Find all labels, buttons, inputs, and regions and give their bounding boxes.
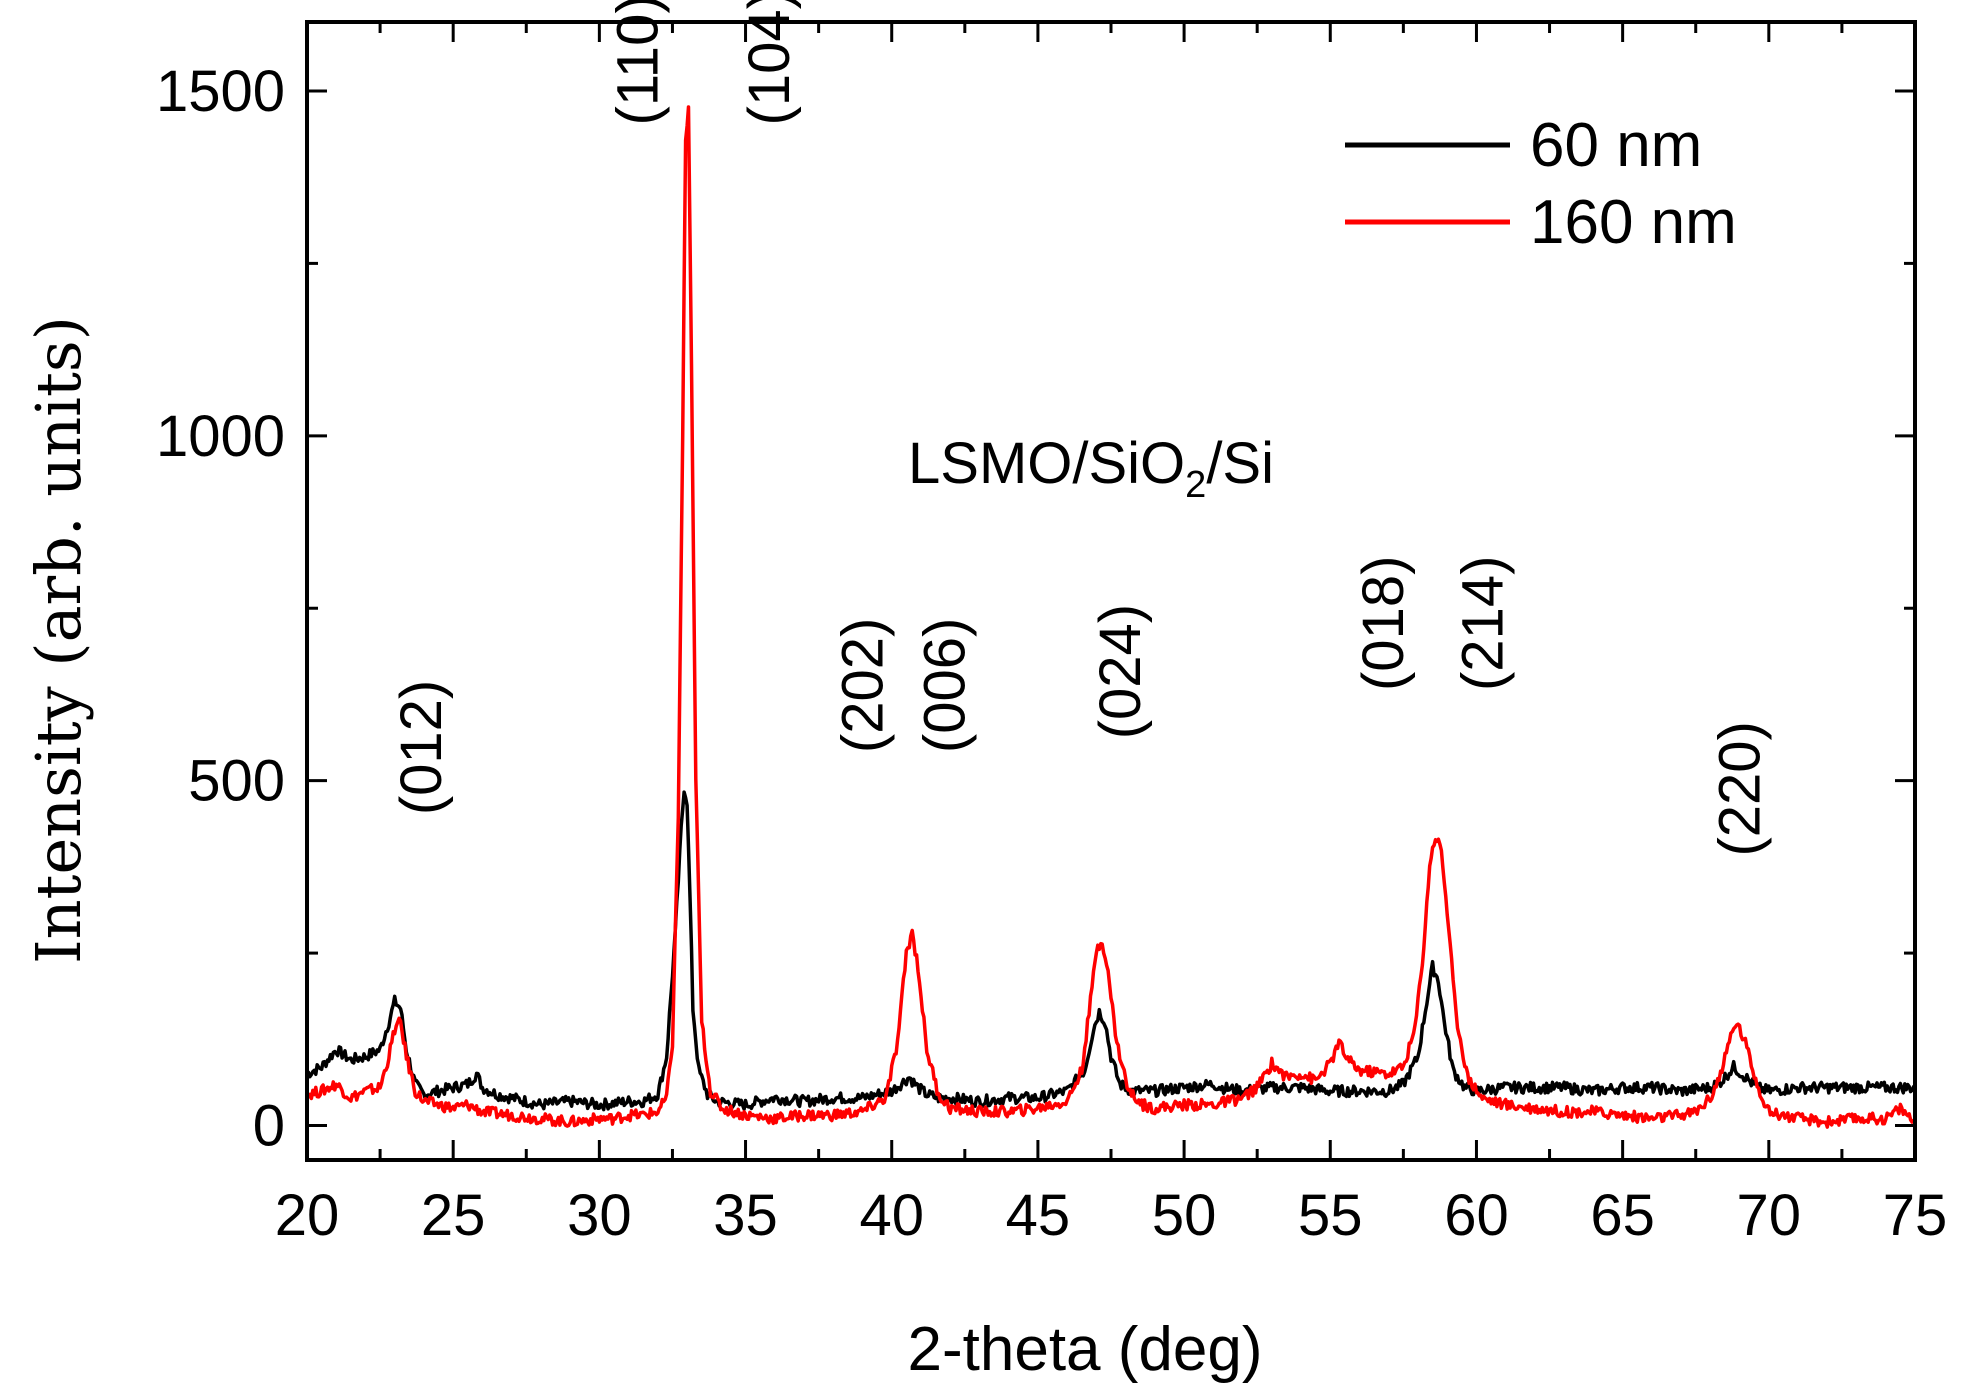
y-tick-label: 0 (253, 1094, 285, 1159)
annotation-subscript: 2 (1185, 464, 1206, 506)
y-tick-label: 1000 (156, 404, 285, 469)
ticks-layer: 20 25 30 35 40 45 50 55 60 65 70 75 0 500 1000 1500 (156, 22, 1947, 1248)
peak-label: (012) (389, 680, 454, 815)
series-layer (305, 105, 1917, 1129)
x-axis-title: 2-theta (deg) (908, 1315, 1263, 1384)
y-axis-title: Intensity (arb. units) (22, 316, 95, 964)
x-tick-label: 45 (1006, 1183, 1071, 1248)
peak-label: (202) (830, 618, 895, 753)
y-tick-label: 500 (188, 749, 285, 814)
peak-label: (006) (912, 618, 977, 753)
peak-label: (018) (1351, 556, 1416, 691)
x-tick-label: 20 (275, 1183, 340, 1248)
peak-label: (214) (1450, 556, 1515, 691)
y-tick-label: 1500 (156, 59, 285, 124)
x-tick-label: 30 (567, 1183, 632, 1248)
x-tick-label: 40 (859, 1183, 924, 1248)
legend: 60 nm 160 nm (1345, 111, 1737, 257)
x-tick-label: 65 (1590, 1183, 1655, 1248)
peak-label: (104) (737, 0, 802, 125)
x-tick-label: 50 (1152, 1183, 1217, 1248)
x-tick-label: 55 (1298, 1183, 1363, 1248)
x-tick-label: 25 (421, 1183, 486, 1248)
x-tick-label: 60 (1444, 1183, 1509, 1248)
annotation-suffix: /Si (1206, 431, 1274, 496)
peak-label: (110) (605, 0, 670, 125)
x-tick-label: 75 (1883, 1183, 1948, 1248)
series-line-60-nm (305, 790, 1916, 1112)
legend-label-60nm: 60 nm (1530, 111, 1702, 180)
x-tick-label: 70 (1737, 1183, 1802, 1248)
peak-label: (024) (1088, 604, 1153, 739)
sample-annotation: LSMO/SiO2/Si (908, 431, 1274, 506)
series-line-160-nm (305, 105, 1917, 1129)
x-tick-label: 35 (713, 1183, 778, 1248)
legend-label-160nm: 160 nm (1530, 188, 1737, 257)
annotation-main: LSMO/SiO (908, 431, 1185, 496)
peak-label: (220) (1708, 721, 1773, 856)
peak-labels: (012) (110) (104) (202) (006) (024) (018) (214)… (389, 0, 1773, 857)
